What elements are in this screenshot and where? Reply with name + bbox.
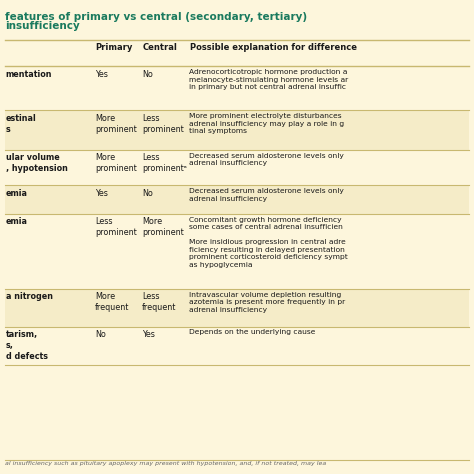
Text: Less
prominent: Less prominent: [95, 217, 137, 237]
Text: Yes: Yes: [142, 330, 155, 339]
Text: Concomitant growth hormone deficiency
some cases of central adrenal insufficien
: Concomitant growth hormone deficiency so…: [189, 217, 348, 268]
Text: mentation: mentation: [6, 70, 52, 79]
Text: Adrenocorticotropic hormone production a
melanocyte-stimulating hormone levels a: Adrenocorticotropic hormone production a…: [189, 69, 348, 90]
Text: Less
prominentᵃ: Less prominentᵃ: [142, 153, 187, 173]
Bar: [5, 110, 469, 150]
Text: tarism,
s,
d defects: tarism, s, d defects: [6, 330, 48, 361]
Text: No: No: [95, 330, 106, 339]
Text: Primary: Primary: [95, 43, 132, 52]
Text: More
frequent: More frequent: [95, 292, 129, 312]
Text: a nitrogen: a nitrogen: [6, 292, 53, 301]
Text: More prominent electrolyte disturbances
adrenal insufficiency may play a role in: More prominent electrolyte disturbances …: [189, 113, 344, 134]
Text: Less
prominent: Less prominent: [142, 114, 184, 134]
Bar: [5, 214, 469, 289]
Text: Decreased serum aldosterone levels only
adrenal insufficiency: Decreased serum aldosterone levels only …: [189, 153, 344, 166]
Text: Yes: Yes: [95, 70, 108, 79]
Text: No: No: [142, 189, 153, 198]
Bar: [5, 66, 469, 110]
Text: emia: emia: [6, 189, 27, 198]
Text: Decreased serum aldosterone levels only
adrenal insufficiency: Decreased serum aldosterone levels only …: [189, 188, 344, 201]
Text: estinal
s: estinal s: [6, 114, 36, 134]
Text: Yes: Yes: [95, 189, 108, 198]
Text: Central: Central: [142, 43, 177, 52]
Bar: [5, 327, 469, 365]
Text: al insufficiency such as pituitary apoplexy may present with hypotension, and, i: al insufficiency such as pituitary apopl…: [5, 461, 326, 466]
Text: ular volume
, hypotension: ular volume , hypotension: [6, 153, 68, 173]
Text: emia: emia: [6, 217, 27, 226]
Text: Possible explanation for difference: Possible explanation for difference: [190, 43, 356, 52]
Bar: [5, 150, 469, 185]
Text: No: No: [142, 70, 153, 79]
Text: Depends on the underlying cause: Depends on the underlying cause: [189, 329, 316, 336]
Bar: [5, 289, 469, 327]
Text: Less
frequent: Less frequent: [142, 292, 177, 312]
Text: insufficiency: insufficiency: [5, 21, 80, 31]
Text: More
prominent: More prominent: [142, 217, 184, 237]
Text: Intravascular volume depletion resulting
azotemia is present more frequently in : Intravascular volume depletion resulting…: [189, 292, 345, 312]
Text: More
prominent: More prominent: [95, 114, 137, 134]
Text: More
prominent: More prominent: [95, 153, 137, 173]
Bar: [5, 185, 469, 214]
Text: features of primary vs central (secondary, tertiary): features of primary vs central (secondar…: [5, 12, 307, 22]
